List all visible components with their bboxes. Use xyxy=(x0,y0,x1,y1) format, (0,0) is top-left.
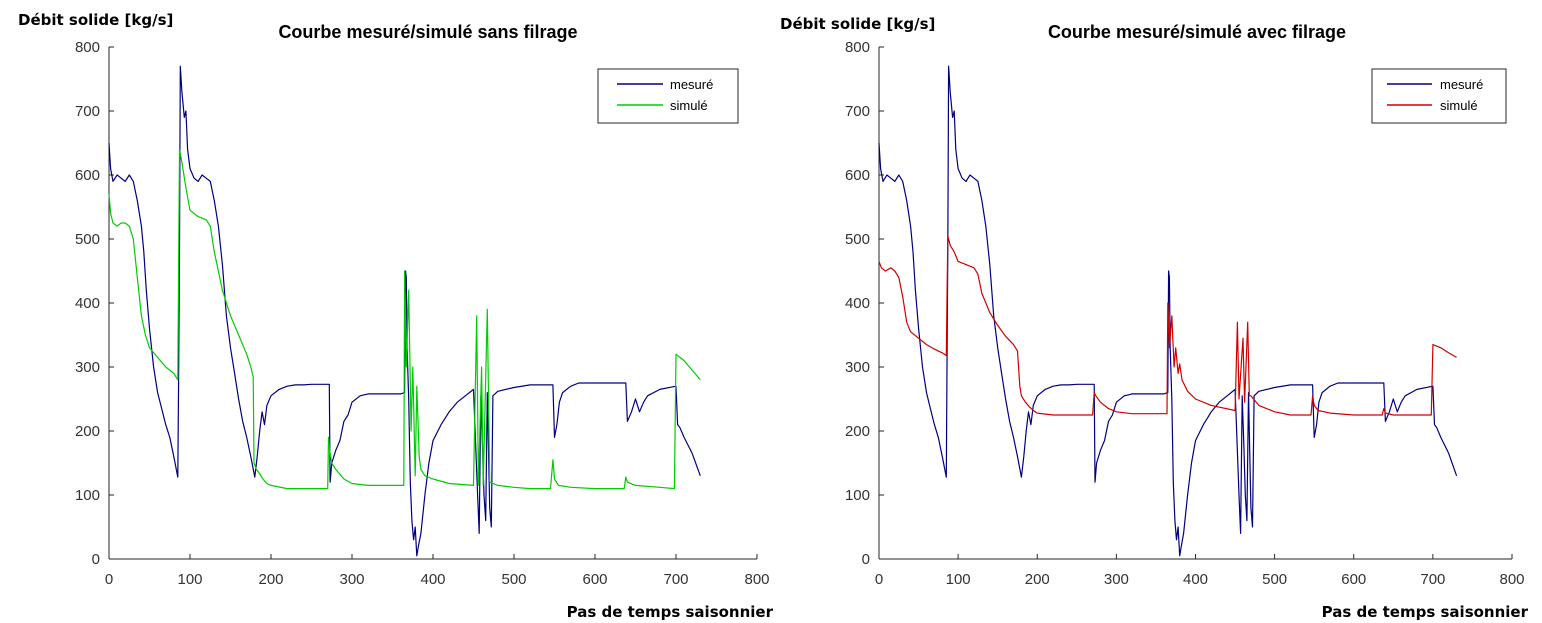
y-tick-label: 0 xyxy=(92,551,100,568)
legend: mesuré simulé xyxy=(598,69,738,123)
x-tick-label: 200 xyxy=(258,571,283,588)
y-axis-label: Débit solide [kg/s] xyxy=(780,15,935,33)
legend-label-simule: simulé xyxy=(670,98,708,113)
y-tick-label: 200 xyxy=(845,423,870,440)
chart-panel-right: Débit solide [kg/s] Courbe mesuré/simulé… xyxy=(780,15,1529,621)
legend-box xyxy=(598,69,738,123)
chart-title: Courbe mesuré/simulé avec filrage xyxy=(1048,22,1346,42)
y-tick-label: 300 xyxy=(75,359,100,376)
y-tick-label: 700 xyxy=(845,103,870,120)
y-tick-label: 200 xyxy=(75,423,100,440)
x-tick-label: 600 xyxy=(582,571,607,588)
x-tick-label: 100 xyxy=(946,571,971,588)
legend-label-simule: simulé xyxy=(1440,98,1478,113)
x-tick-label: 0 xyxy=(875,571,883,588)
y-tick-label: 600 xyxy=(845,167,870,184)
chart-panel-left: Débit solide [kg/s] Courbe mesuré/simulé… xyxy=(18,11,774,621)
y-tick-label: 100 xyxy=(845,487,870,504)
x-tick-label: 400 xyxy=(1183,571,1208,588)
legend-label-mesure: mesuré xyxy=(670,77,713,92)
x-tick-label: 300 xyxy=(339,571,364,588)
legend-label-mesure: mesuré xyxy=(1440,77,1483,92)
y-axis-label: Débit solide [kg/s] xyxy=(18,11,173,29)
y-tick-label: 300 xyxy=(845,359,870,376)
y-tick-label: 500 xyxy=(75,231,100,248)
x-tick-label: 0 xyxy=(105,571,113,588)
y-tick-label: 600 xyxy=(75,167,100,184)
series-group xyxy=(879,66,1457,556)
x-tick-label: 500 xyxy=(1262,571,1287,588)
y-tick-label: 100 xyxy=(75,487,100,504)
y-tick-label: 700 xyxy=(75,103,100,120)
x-axis-label: Pas de temps saisonnier xyxy=(1322,603,1529,621)
chart-title: Courbe mesuré/simulé sans filrage xyxy=(278,22,577,42)
y-tick-label: 400 xyxy=(75,295,100,312)
x-tick-label: 200 xyxy=(1025,571,1050,588)
series-line-simule xyxy=(109,149,700,488)
y-tick-label: 400 xyxy=(845,295,870,312)
y-tick-label: 800 xyxy=(75,39,100,56)
x-tick-label: 500 xyxy=(501,571,526,588)
x-tick-label: 300 xyxy=(1104,571,1129,588)
y-tick-label: 800 xyxy=(845,39,870,56)
x-tick-label: 800 xyxy=(744,571,769,588)
x-tick-label: 800 xyxy=(1499,571,1524,588)
x-tick-label: 700 xyxy=(1420,571,1445,588)
x-tick-label: 600 xyxy=(1341,571,1366,588)
series-group xyxy=(109,66,700,556)
x-axis-label: Pas de temps saisonnier xyxy=(567,603,774,621)
x-tick-label: 700 xyxy=(663,571,688,588)
x-tick-label: 100 xyxy=(177,571,202,588)
y-tick-label: 0 xyxy=(862,551,870,568)
legend-box xyxy=(1372,69,1506,123)
x-tick-label: 400 xyxy=(420,571,445,588)
y-tick-label: 500 xyxy=(845,231,870,248)
legend: mesuré simulé xyxy=(1372,69,1506,123)
